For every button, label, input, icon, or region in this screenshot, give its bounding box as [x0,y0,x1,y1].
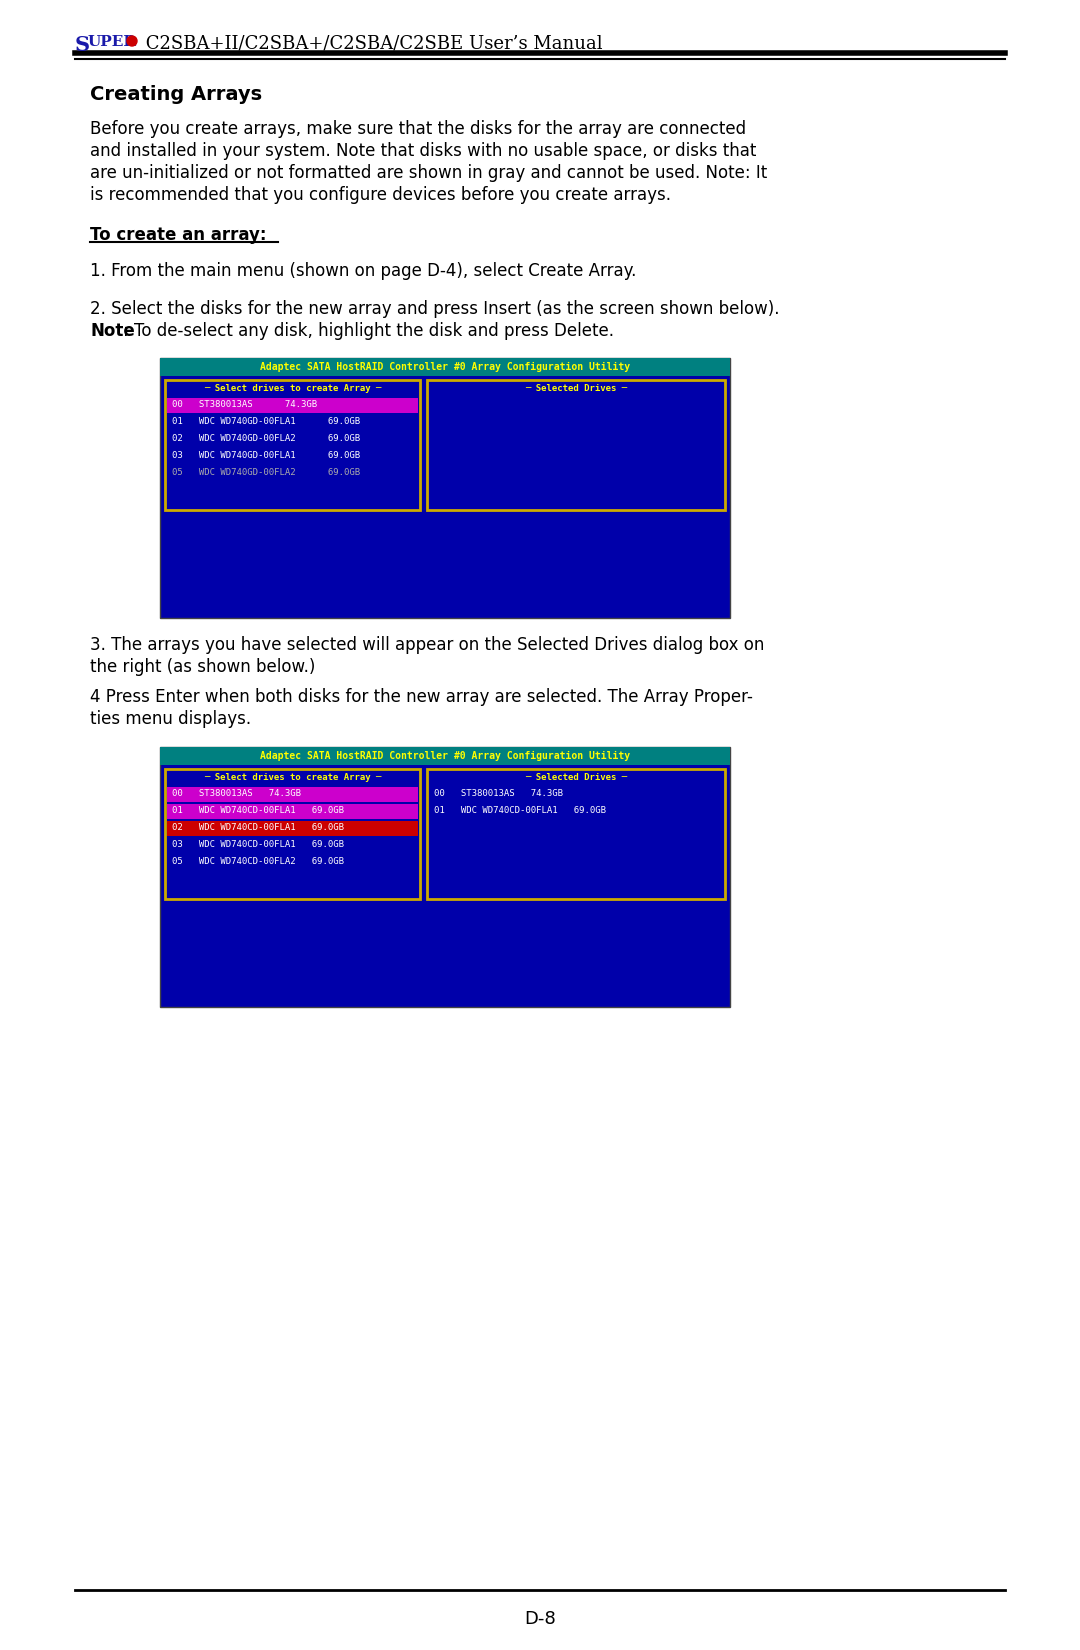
FancyBboxPatch shape [427,380,725,510]
Text: 2. Select the disks for the new array and press Insert (as the screen shown belo: 2. Select the disks for the new array an… [90,300,780,318]
Text: 00   ST380013AS   74.3GB: 00 ST380013AS 74.3GB [434,789,563,799]
FancyBboxPatch shape [160,747,730,1006]
Text: 01   WDC WD740GD-00FLA1      69.0GB: 01 WDC WD740GD-00FLA1 69.0GB [172,417,360,426]
Text: S: S [75,35,90,54]
Text: are un-initialized or not formatted are shown in gray and cannot be used. Note: : are un-initialized or not formatted are … [90,163,767,182]
Text: the right (as shown below.): the right (as shown below.) [90,658,315,676]
FancyBboxPatch shape [427,769,725,899]
Text: is recommended that you configure devices before you create arrays.: is recommended that you configure device… [90,186,671,205]
Text: Adaptec SATA HostRAID Controller #0 Array Configuration Utility: Adaptec SATA HostRAID Controller #0 Arra… [260,361,630,371]
Text: ties menu displays.: ties menu displays. [90,710,252,728]
Text: 02   WDC WD740CD-00FLA1   69.0GB: 02 WDC WD740CD-00FLA1 69.0GB [172,823,345,832]
Text: Creating Arrays: Creating Arrays [90,86,262,104]
Text: ─ Selected Drives ─: ─ Selected Drives ─ [525,384,627,393]
FancyBboxPatch shape [160,358,730,376]
Text: 1. From the main menu (shown on page D-4), select Create Array.: 1. From the main menu (shown on page D-4… [90,262,636,281]
Text: 00   ST380013AS      74.3GB: 00 ST380013AS 74.3GB [172,399,318,409]
Text: Adaptec SATA HostRAID Controller #0 Array Configuration Utility: Adaptec SATA HostRAID Controller #0 Arra… [260,751,630,761]
Text: 3. The arrays you have selected will appear on the Selected Drives dialog box on: 3. The arrays you have selected will app… [90,635,765,653]
Text: 4 Press Enter when both disks for the new array are selected. The Array Proper-: 4 Press Enter when both disks for the ne… [90,688,753,706]
FancyBboxPatch shape [167,398,418,412]
FancyBboxPatch shape [160,358,730,619]
Text: 03   WDC WD740GD-00FLA1      69.0GB: 03 WDC WD740GD-00FLA1 69.0GB [172,450,360,460]
Text: To create an array:: To create an array: [90,226,267,244]
FancyBboxPatch shape [167,804,418,818]
Text: ─ Select drives to create Array ─: ─ Select drives to create Array ─ [204,772,381,782]
Text: 03   WDC WD740CD-00FLA1   69.0GB: 03 WDC WD740CD-00FLA1 69.0GB [172,840,345,850]
Text: C2SBA+II/C2SBA+/C2SBA/C2SBE User’s Manual: C2SBA+II/C2SBA+/C2SBA/C2SBE User’s Manua… [140,35,603,53]
Circle shape [127,36,137,46]
Text: ─ Select drives to create Array ─: ─ Select drives to create Array ─ [204,384,381,393]
Text: UPER: UPER [87,35,137,50]
Text: Before you create arrays, make sure that the disks for the array are connected: Before you create arrays, make sure that… [90,120,746,139]
Text: : To de-select any disk, highlight the disk and press Delete.: : To de-select any disk, highlight the d… [123,322,615,340]
FancyBboxPatch shape [165,769,420,899]
Text: 01   WDC WD740CD-00FLA1   69.0GB: 01 WDC WD740CD-00FLA1 69.0GB [434,805,606,815]
Text: D-8: D-8 [524,1610,556,1629]
Text: ─ Selected Drives ─: ─ Selected Drives ─ [525,772,627,782]
Text: 02   WDC WD740GD-00FLA2      69.0GB: 02 WDC WD740GD-00FLA2 69.0GB [172,434,360,442]
FancyBboxPatch shape [167,787,418,802]
Text: Note: Note [90,322,135,340]
FancyBboxPatch shape [167,822,418,837]
Text: 00   ST380013AS   74.3GB: 00 ST380013AS 74.3GB [172,789,301,799]
Text: 05   WDC WD740CD-00FLA2   69.0GB: 05 WDC WD740CD-00FLA2 69.0GB [172,856,345,866]
Text: and installed in your system. Note that disks with no usable space, or disks tha: and installed in your system. Note that … [90,142,756,160]
FancyBboxPatch shape [160,747,730,766]
Text: 01   WDC WD740CD-00FLA1   69.0GB: 01 WDC WD740CD-00FLA1 69.0GB [172,805,345,815]
FancyBboxPatch shape [165,380,420,510]
Text: 05   WDC WD740GD-00FLA2      69.0GB: 05 WDC WD740GD-00FLA2 69.0GB [172,469,360,477]
